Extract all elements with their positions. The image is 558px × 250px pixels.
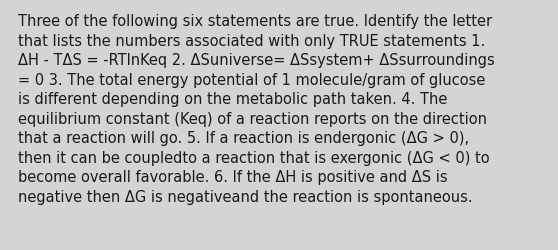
Text: Three of the following six statements are true. Identify the letter
that lists t: Three of the following six statements ar… (18, 14, 495, 204)
